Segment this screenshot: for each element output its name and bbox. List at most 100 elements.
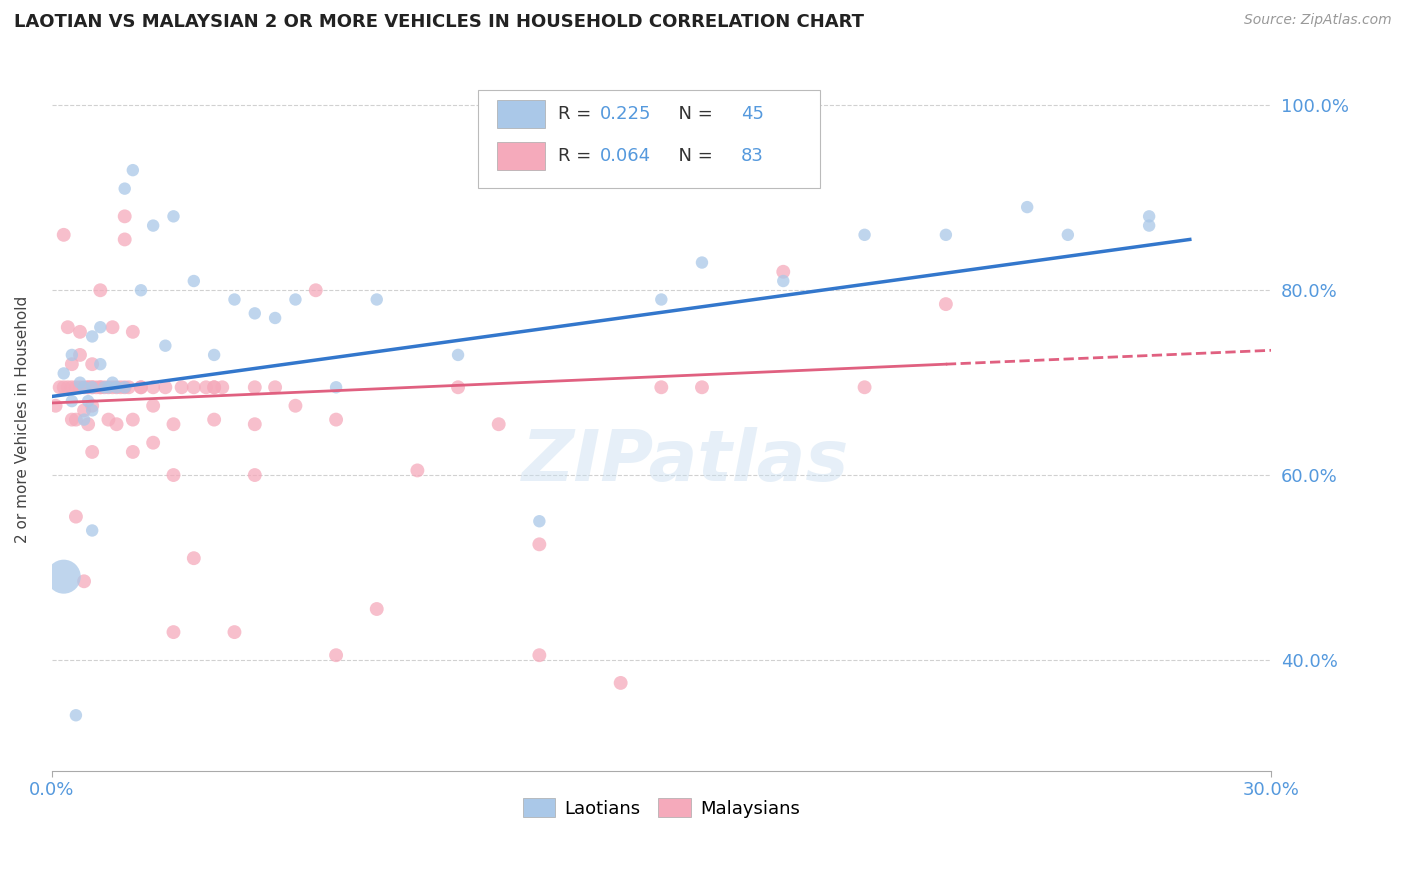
Point [772, 265, 794, 279]
Point [82, 399, 104, 413]
Legend: Laotians, Malaysians: Laotians, Malaysians [516, 791, 807, 825]
Point [73, 574, 96, 589]
Point [82, 403, 104, 417]
Point [52, 569, 75, 583]
Point [224, 625, 246, 640]
Text: 83: 83 [741, 147, 763, 165]
Point [243, 417, 266, 432]
Point [77, 380, 100, 394]
Point [82, 445, 104, 459]
Point [284, 399, 307, 413]
Point [52, 227, 75, 242]
Point [406, 463, 429, 477]
Point [73, 380, 96, 394]
Point [52, 380, 75, 394]
Point [89, 380, 111, 394]
Point [1137, 210, 1160, 224]
Bar [496, 100, 546, 128]
Point [52, 367, 75, 381]
Point [101, 380, 124, 394]
Point [110, 380, 132, 394]
Point [77, 394, 100, 409]
Point [89, 320, 111, 334]
Point [447, 348, 470, 362]
Point [82, 524, 104, 538]
Point [97, 380, 120, 394]
Point [935, 227, 957, 242]
Point [45, 399, 67, 413]
Point [243, 306, 266, 320]
Point [202, 412, 225, 426]
Point [69, 325, 91, 339]
Point [366, 293, 388, 307]
Point [105, 380, 128, 394]
Point [243, 468, 266, 483]
Point [195, 380, 218, 394]
Point [162, 210, 184, 224]
Point [162, 468, 184, 483]
Point [101, 320, 124, 334]
Point [305, 283, 328, 297]
Point [1137, 219, 1160, 233]
Point [1056, 227, 1078, 242]
Point [82, 357, 104, 371]
Point [162, 417, 184, 432]
Point [853, 227, 876, 242]
Text: N =: N = [668, 147, 718, 165]
Point [105, 417, 128, 432]
Point [101, 376, 124, 390]
Point [650, 380, 672, 394]
Point [60, 348, 83, 362]
Point [202, 380, 225, 394]
Point [89, 357, 111, 371]
Text: N =: N = [668, 105, 718, 123]
Point [170, 380, 193, 394]
Point [77, 417, 100, 432]
Point [690, 380, 713, 394]
Point [121, 163, 143, 178]
Y-axis label: 2 or more Vehicles in Household: 2 or more Vehicles in Household [15, 296, 30, 543]
Point [155, 339, 177, 353]
Point [690, 255, 713, 269]
Point [121, 325, 143, 339]
Point [529, 514, 551, 528]
Point [69, 380, 91, 394]
Point [114, 380, 136, 394]
Point [529, 648, 551, 663]
Point [142, 219, 165, 233]
Point [114, 232, 136, 246]
Point [73, 380, 96, 394]
Point [853, 380, 876, 394]
Point [89, 380, 111, 394]
Point [65, 412, 87, 426]
Point [772, 274, 794, 288]
Point [284, 293, 307, 307]
Text: 45: 45 [741, 105, 763, 123]
Point [211, 380, 233, 394]
Text: ZIPatlas: ZIPatlas [522, 427, 849, 496]
Point [69, 376, 91, 390]
Point [48, 380, 70, 394]
Point [202, 380, 225, 394]
Point [89, 283, 111, 297]
Point [60, 412, 83, 426]
Point [325, 648, 347, 663]
Point [105, 380, 128, 394]
Bar [496, 142, 546, 170]
Point [82, 380, 104, 394]
Point [93, 380, 115, 394]
Point [155, 380, 177, 394]
Point [183, 380, 205, 394]
Text: Source: ZipAtlas.com: Source: ZipAtlas.com [1244, 13, 1392, 28]
Point [609, 676, 631, 690]
Point [82, 329, 104, 343]
Point [121, 412, 143, 426]
Point [84, 380, 107, 394]
Point [162, 625, 184, 640]
Point [142, 399, 165, 413]
Point [183, 274, 205, 288]
Point [97, 412, 120, 426]
Text: LAOTIAN VS MALAYSIAN 2 OR MORE VEHICLES IN HOUSEHOLD CORRELATION CHART: LAOTIAN VS MALAYSIAN 2 OR MORE VEHICLES … [14, 13, 865, 31]
Point [73, 412, 96, 426]
Point [73, 403, 96, 417]
